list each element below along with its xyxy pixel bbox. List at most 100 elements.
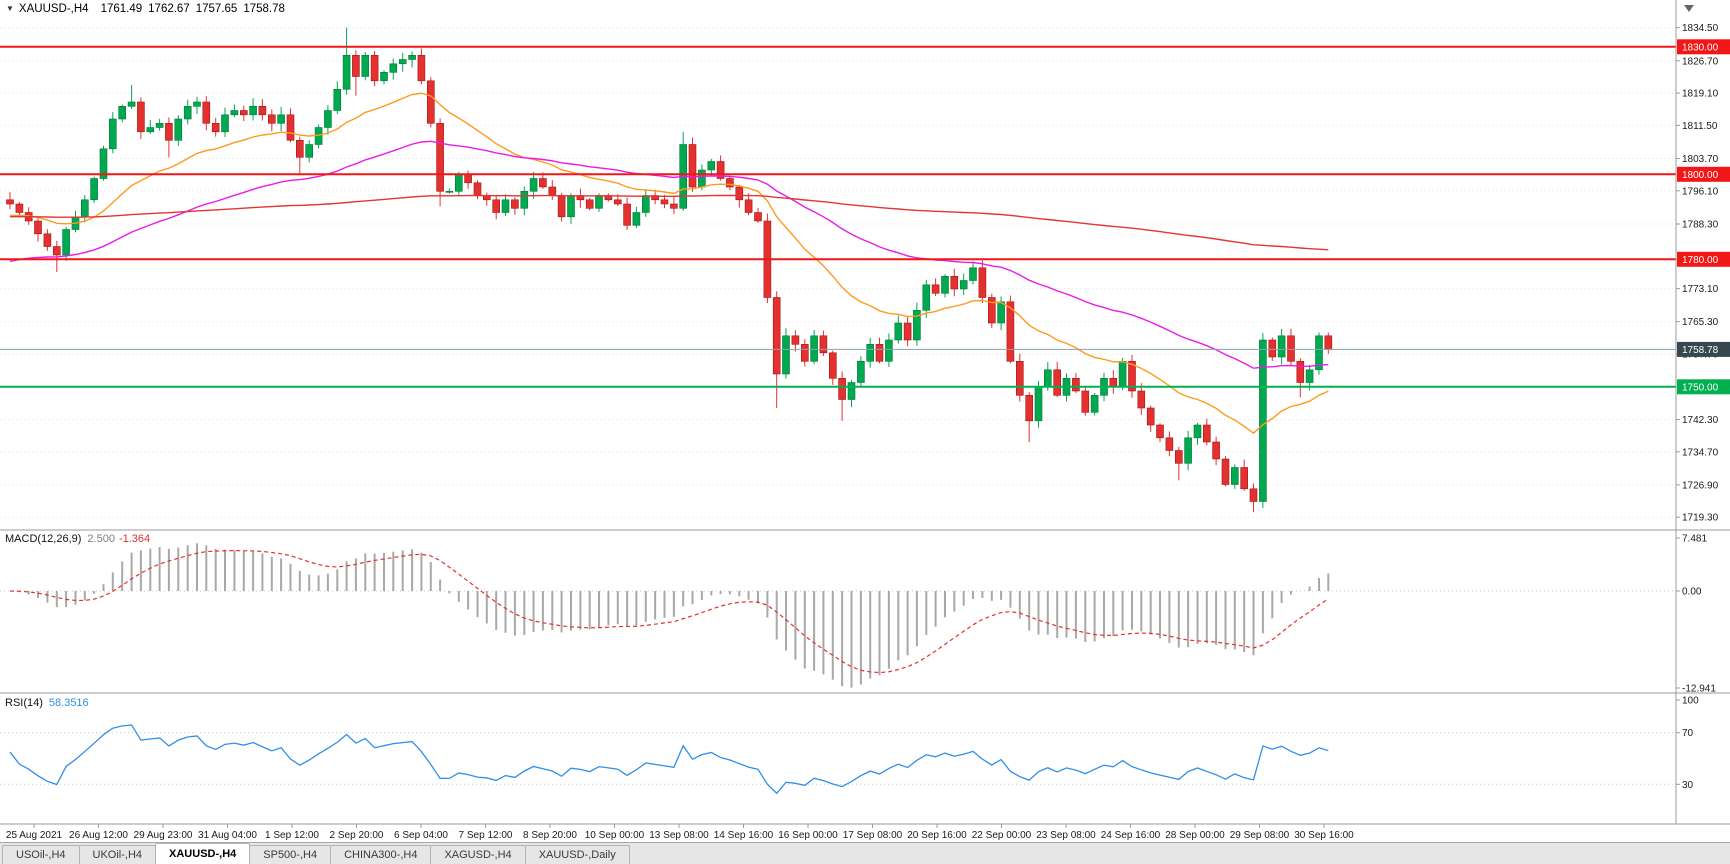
tab-ukoil-h4[interactable]: UKOil-,H4	[78, 845, 157, 864]
candle-body	[408, 54, 416, 60]
scale-label: 1803.70	[1682, 154, 1719, 165]
macd-value-main: 2.500	[87, 533, 115, 545]
candle-body	[1212, 441, 1220, 460]
candle-body	[324, 110, 332, 128]
candle-body	[267, 114, 276, 124]
candle-body	[828, 352, 837, 379]
level-price-tag	[1677, 39, 1730, 55]
time-label: 1 Sep 12:00	[265, 830, 319, 841]
candle-body	[436, 123, 444, 192]
candle-body	[146, 127, 155, 133]
candle-body	[941, 275, 949, 294]
scale-scroll-icon[interactable]	[1684, 5, 1694, 12]
candle-body	[1025, 394, 1033, 422]
candle-body	[623, 203, 631, 226]
candle-body	[165, 123, 173, 141]
candle-body	[492, 199, 501, 213]
scale-label: 1788.30	[1682, 220, 1719, 231]
scale-label: -12.941	[1682, 684, 1716, 695]
time-label: 6 Sep 04:00	[394, 830, 448, 841]
chart-tab-bar: USOil-,H4 UKOil-,H4 XAUUSD-,H4 SP500-,H4 CHI…	[0, 842, 1730, 864]
tab-china300-h4[interactable]: CHINA300-,H4	[330, 845, 432, 864]
candle-body	[791, 335, 800, 345]
rsi-name: RSI(14)	[5, 697, 43, 709]
candle-body	[529, 178, 538, 192]
candle-body	[370, 54, 379, 82]
chart-canvas[interactable]: 1834.50 1826.70 1819.10 1811.50 1803.70 1796.…	[0, 0, 1730, 842]
scale-label: 0.00	[1682, 587, 1702, 598]
tab-usoil-h4[interactable]: USOil-,H4	[2, 845, 80, 864]
tab-sp500-h4[interactable]: SP500-,H4	[249, 845, 332, 864]
candle-body	[473, 182, 482, 196]
candle-body	[1137, 390, 1146, 409]
candle-body	[772, 297, 781, 375]
candle-body	[969, 267, 977, 281]
candle-body	[1175, 450, 1183, 464]
candle-body	[595, 195, 603, 209]
rsi-value: 58.3516	[48, 697, 89, 709]
svg-text:1830.00: 1830.00	[1682, 42, 1719, 53]
rsi-line	[9, 724, 1329, 795]
macd-plot	[0, 543, 1676, 688]
candle-body	[333, 89, 342, 111]
candle-body	[501, 199, 510, 213]
candle-body	[398, 59, 407, 65]
scale-label: 1765.30	[1682, 317, 1719, 328]
candle-body	[389, 63, 398, 73]
candle-body	[670, 203, 678, 209]
ma-mid-line	[9, 140, 1329, 369]
candle-body	[6, 199, 14, 205]
candle-body	[1324, 335, 1333, 350]
tab-xauusd-h4[interactable]: XAUUSD-,H4	[155, 843, 251, 864]
symbol-dropdown-icon[interactable]: ▼	[6, 4, 14, 13]
candle-body	[903, 322, 912, 341]
candle-body	[426, 80, 435, 124]
candle-body	[1203, 424, 1211, 443]
time-label: 31 Aug 04:00	[198, 830, 257, 841]
candle-body	[230, 110, 239, 116]
candle-body	[1231, 467, 1239, 485]
candle-body	[454, 174, 463, 192]
level-lines[interactable]	[0, 45, 1676, 388]
ohlc-close: 1758.78	[243, 3, 285, 15]
ohlc-high: 1762.67	[148, 3, 190, 15]
rsi-indicator-label: RSI(14) 58.3516	[5, 697, 89, 709]
tab-xauusd-daily[interactable]: XAUUSD-,Daily	[524, 845, 630, 864]
candle-body	[1156, 424, 1164, 439]
candle-body	[987, 297, 996, 324]
candle-body	[295, 140, 304, 158]
current-price-tag	[1677, 341, 1730, 357]
candle-body	[342, 54, 351, 90]
candle-body	[997, 301, 1005, 324]
candle-body	[183, 106, 192, 120]
candle-body	[1044, 369, 1052, 388]
candle-body	[127, 101, 136, 107]
candle-body	[1118, 360, 1127, 388]
candle-body	[305, 144, 314, 158]
candle-body	[735, 186, 744, 201]
candle-body	[1034, 386, 1043, 422]
candle-body	[1259, 339, 1267, 502]
candle-body	[913, 309, 921, 341]
moving-averages	[9, 92, 1329, 435]
time-label: 24 Sep 16:00	[1101, 830, 1161, 841]
candle-body	[782, 335, 790, 375]
candle-body	[1072, 377, 1080, 392]
time-label: 23 Sep 08:00	[1036, 830, 1096, 841]
macd-value-signal: -1.364	[118, 533, 151, 545]
time-label: 14 Sep 16:00	[714, 830, 774, 841]
candle-body	[193, 101, 201, 107]
tab-xagusd-h4[interactable]: XAGUSD-,H4	[430, 845, 526, 864]
candle-body	[417, 54, 426, 82]
candle-body	[511, 199, 519, 209]
candle-body	[211, 123, 220, 133]
panel-borders	[0, 0, 1730, 825]
time-label: 7 Sep 12:00	[459, 830, 513, 841]
candle-body	[660, 199, 669, 205]
candle-body	[202, 101, 211, 124]
level-price-tag	[1677, 166, 1730, 182]
candle-body	[959, 280, 968, 290]
time-scale[interactable]: 25 Aug 2021 26 Aug 12:00 29 Aug 23:00 31 Au…	[6, 824, 1354, 841]
price-scale[interactable]: 1834.50 1826.70 1819.10 1811.50 1803.70 1796.…	[1676, 5, 1730, 791]
